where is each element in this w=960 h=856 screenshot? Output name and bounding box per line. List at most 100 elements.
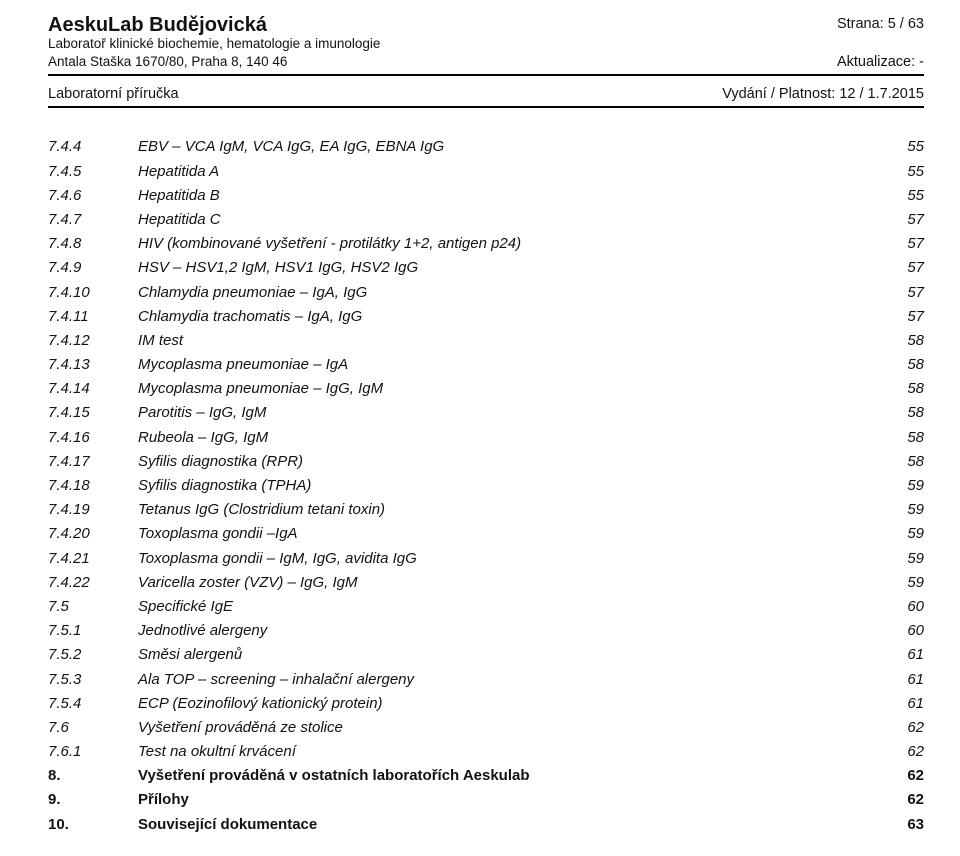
toc-entry-title: Syfilis diagnostika (RPR) (138, 451, 880, 473)
toc-entry-title: Test na okultní krvácení (138, 741, 880, 763)
toc-entry-number: 7.4.18 (48, 475, 138, 497)
toc-row: 7.4.15Parotitis – IgG, IgM58 (48, 402, 924, 424)
toc-entry-number: 8. (48, 765, 138, 787)
toc-entry-title: Chlamydia trachomatis – IgA, IgG (138, 306, 880, 328)
toc-entry-page: 58 (880, 354, 924, 376)
toc-entry-number: 7.4.21 (48, 548, 138, 570)
toc-row: 7.4.22Varicella zoster (VZV) – IgG, IgM5… (48, 572, 924, 594)
lab-subtitle: Laboratoř klinické biochemie, hematologi… (48, 36, 924, 53)
document-header: AeskuLab Budějovická Laboratoř klinické … (48, 14, 924, 76)
toc-entry-title: Přílohy (138, 789, 880, 811)
toc-entry-title: Hepatitida A (138, 161, 880, 183)
toc-row: 7.5.4ECP (Eozinofilový kationický protei… (48, 693, 924, 715)
toc-row: 7.4.20Toxoplasma gondii –IgA59 (48, 523, 924, 545)
toc-row: 7.5.2Směsi alergenů61 (48, 644, 924, 666)
toc-entry-page: 61 (880, 669, 924, 691)
toc-entry-title: Rubeola – IgG, IgM (138, 427, 880, 449)
toc-entry-page: 59 (880, 523, 924, 545)
toc-row: 9.Přílohy62 (48, 789, 924, 811)
toc-row: 7.4.6Hepatitida B55 (48, 185, 924, 207)
toc-entry-number: 7.4.22 (48, 572, 138, 594)
document-subheader: Laboratorní příručka Vydání / Platnost: … (48, 82, 924, 108)
toc-entry-number: 7.5.3 (48, 669, 138, 691)
toc-entry-title: HIV (kombinované vyšetření - protilátky … (138, 233, 880, 255)
toc-entry-title: Toxoplasma gondii –IgA (138, 523, 880, 545)
manual-label: Laboratorní příručka (48, 86, 179, 102)
toc-entry-title: Chlamydia pneumoniae – IgA, IgG (138, 282, 880, 304)
toc-entry-title: EBV – VCA IgM, VCA IgG, EA IgG, EBNA IgG (138, 136, 880, 158)
toc-entry-number: 7.4.12 (48, 330, 138, 352)
toc-entry-title: Hepatitida C (138, 209, 880, 231)
toc-entry-page: 62 (880, 789, 924, 811)
toc-entry-page: 61 (880, 644, 924, 666)
toc-row: 7.4.21Toxoplasma gondii – IgM, IgG, avid… (48, 548, 924, 570)
toc-row: 7.4.5Hepatitida A55 (48, 161, 924, 183)
toc-entry-number: 7.5.2 (48, 644, 138, 666)
toc-entry-title: ECP (Eozinofilový kationický protein) (138, 693, 880, 715)
toc-entry-title: Mycoplasma pneumoniae – IgG, IgM (138, 378, 880, 400)
toc-entry-page: 58 (880, 451, 924, 473)
toc-row: 7.5.3Ala TOP – screening – inhalační ale… (48, 669, 924, 691)
toc-entry-number: 9. (48, 789, 138, 811)
toc-entry-title: Varicella zoster (VZV) – IgG, IgM (138, 572, 880, 594)
page-number-label: Strana: 5 / 63 (837, 16, 924, 32)
toc-entry-number: 7.5.4 (48, 693, 138, 715)
toc-entry-number: 7.4.16 (48, 427, 138, 449)
toc-row: 7.4.14Mycoplasma pneumoniae – IgG, IgM58 (48, 378, 924, 400)
update-label: Aktualizace: - (837, 54, 924, 70)
toc-entry-page: 59 (880, 499, 924, 521)
toc-entry-title: Směsi alergenů (138, 644, 880, 666)
toc-entry-number: 7.4.20 (48, 523, 138, 545)
page: { "header": { "lab_name": "AeskuLab Budě… (0, 0, 960, 856)
toc-row: 8.Vyšetření prováděná v ostatních labora… (48, 765, 924, 787)
toc-entry-number: 7.4.10 (48, 282, 138, 304)
toc-entry-number: 7.4.14 (48, 378, 138, 400)
toc-entry-title: IM test (138, 330, 880, 352)
toc-entry-page: 60 (880, 620, 924, 642)
toc-entry-page: 58 (880, 402, 924, 424)
toc-row: 7.5Specifické IgE60 (48, 596, 924, 618)
toc-row: 7.4.19Tetanus IgG (Clostridium tetani to… (48, 499, 924, 521)
toc-entry-title: Jednotlivé alergeny (138, 620, 880, 642)
toc-entry-number: 7.4.9 (48, 257, 138, 279)
toc-entry-title: Parotitis – IgG, IgM (138, 402, 880, 424)
toc-entry-title: Vyšetření prováděná v ostatních laborato… (138, 765, 880, 787)
toc-entry-page: 57 (880, 282, 924, 304)
toc-entry-number: 10. (48, 814, 138, 836)
toc-entry-number: 7.4.17 (48, 451, 138, 473)
toc-entry-page: 61 (880, 693, 924, 715)
toc-entry-title: Tetanus IgG (Clostridium tetani toxin) (138, 499, 880, 521)
toc-row: 7.4.11Chlamydia trachomatis – IgA, IgG57 (48, 306, 924, 328)
toc-entry-page: 59 (880, 475, 924, 497)
toc-entry-page: 55 (880, 161, 924, 183)
toc-row: 7.4.9HSV – HSV1,2 IgM, HSV1 IgG, HSV2 Ig… (48, 257, 924, 279)
toc-row: 7.4.4EBV – VCA IgM, VCA IgG, EA IgG, EBN… (48, 136, 924, 158)
toc-entry-title: Ala TOP – screening – inhalační alergeny (138, 669, 880, 691)
table-of-contents: 7.4.4EBV – VCA IgM, VCA IgG, EA IgG, EBN… (48, 136, 924, 835)
toc-row: 7.4.7Hepatitida C57 (48, 209, 924, 231)
toc-row: 7.6Vyšetření prováděná ze stolice62 (48, 717, 924, 739)
toc-entry-page: 55 (880, 136, 924, 158)
toc-entry-page: 58 (880, 427, 924, 449)
toc-entry-title: Syfilis diagnostika (TPHA) (138, 475, 880, 497)
toc-entry-title: HSV – HSV1,2 IgM, HSV1 IgG, HSV2 IgG (138, 257, 880, 279)
toc-entry-number: 7.5.1 (48, 620, 138, 642)
toc-entry-number: 7.4.5 (48, 161, 138, 183)
toc-entry-page: 60 (880, 596, 924, 618)
toc-row: 7.4.16Rubeola – IgG, IgM58 (48, 427, 924, 449)
toc-entry-page: 58 (880, 378, 924, 400)
toc-entry-title: Specifické IgE (138, 596, 880, 618)
toc-entry-number: 7.6 (48, 717, 138, 739)
toc-entry-page: 62 (880, 765, 924, 787)
toc-row: 7.4.8HIV (kombinované vyšetření - protil… (48, 233, 924, 255)
toc-entry-page: 57 (880, 233, 924, 255)
toc-entry-title: Toxoplasma gondii – IgM, IgG, avidita Ig… (138, 548, 880, 570)
toc-entry-number: 7.4.6 (48, 185, 138, 207)
edition-label: Vydání / Platnost: 12 / 1.7.2015 (722, 86, 924, 102)
toc-entry-page: 62 (880, 717, 924, 739)
toc-entry-number: 7.4.4 (48, 136, 138, 158)
lab-address: Antala Staška 1670/80, Praha 8, 140 46 (48, 53, 924, 71)
toc-entry-page: 57 (880, 257, 924, 279)
toc-entry-number: 7.4.19 (48, 499, 138, 521)
toc-entry-page: 58 (880, 330, 924, 352)
